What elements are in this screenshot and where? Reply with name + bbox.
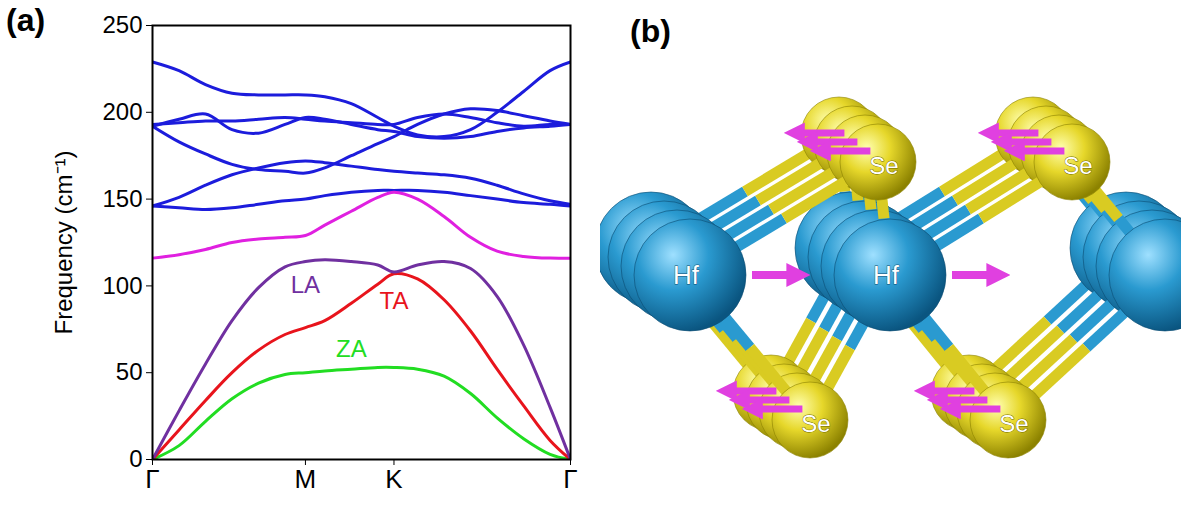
- svg-text:50: 50: [116, 358, 143, 385]
- svg-text:250: 250: [102, 11, 142, 38]
- svg-text:LA: LA: [291, 271, 320, 298]
- svg-text:ZA: ZA: [336, 335, 367, 362]
- svg-text:Se: Se: [801, 410, 830, 437]
- svg-text:(b): (b): [630, 13, 671, 49]
- svg-text:Se: Se: [1063, 152, 1092, 179]
- svg-text:Frequency (cm⁻¹): Frequency (cm⁻¹): [50, 150, 77, 334]
- svg-text:Se: Se: [869, 152, 898, 179]
- svg-text:0: 0: [129, 445, 142, 472]
- svg-text:Hf: Hf: [673, 260, 700, 290]
- svg-text:Hf: Hf: [873, 260, 900, 290]
- svg-text:Γ: Γ: [563, 464, 577, 494]
- svg-text:M: M: [295, 464, 317, 494]
- svg-text:Se: Se: [999, 410, 1028, 437]
- svg-text:100: 100: [102, 272, 142, 299]
- svg-text:K: K: [385, 464, 403, 494]
- svg-text:200: 200: [102, 98, 142, 125]
- svg-text:150: 150: [102, 185, 142, 212]
- svg-text:TA: TA: [380, 287, 409, 314]
- svg-text:Γ: Γ: [145, 464, 159, 494]
- html-text:(a): (a): [6, 2, 46, 38]
